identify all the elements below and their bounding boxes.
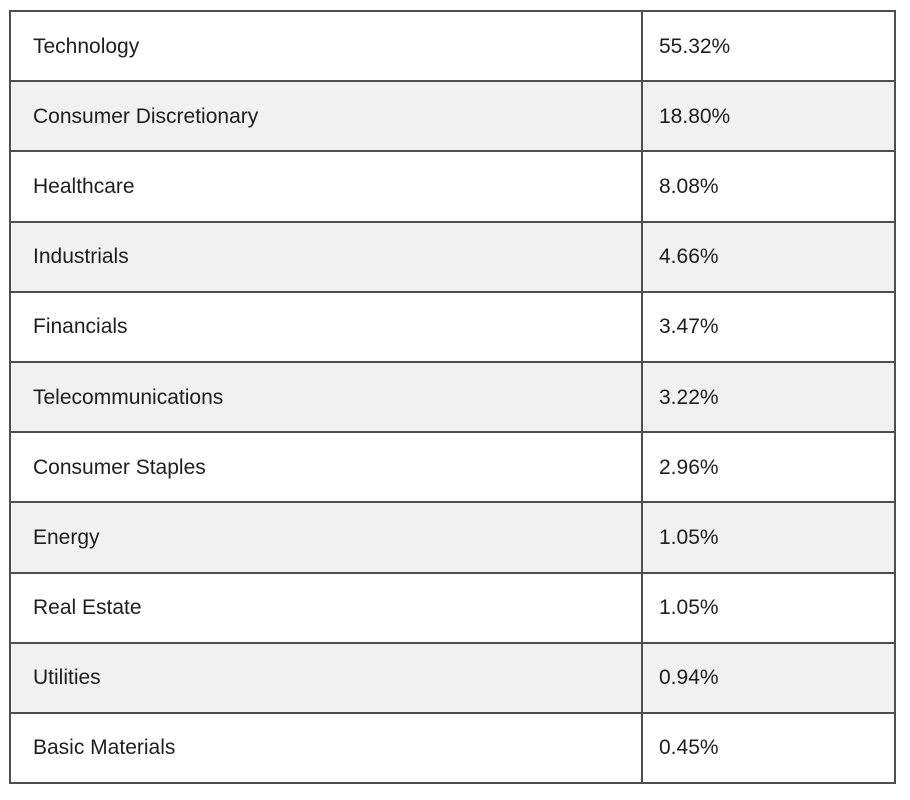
weight-value-cell: 3.47% bbox=[659, 315, 719, 339]
table-row: Real Estate 1.05% bbox=[11, 573, 894, 644]
weight-value-cell: 8.08% bbox=[659, 174, 719, 198]
table-row: Industrials 4.66% bbox=[11, 222, 894, 293]
sector-name-cell: Real Estate bbox=[11, 573, 643, 642]
sector-name-cell: Utilities bbox=[11, 643, 643, 712]
weight-value-cell: 1.05% bbox=[659, 596, 719, 620]
table-row: Utilities 0.94% bbox=[11, 643, 894, 714]
sector-name-cell: Basic Materials bbox=[11, 713, 643, 783]
sector-name-cell: Financials bbox=[11, 292, 643, 361]
table-row: Technology 55.32% bbox=[11, 12, 894, 83]
weight-value-cell: 2.96% bbox=[659, 455, 719, 479]
table-row: Financials 3.47% bbox=[11, 292, 894, 363]
sector-name-cell: Consumer Staples bbox=[11, 433, 643, 502]
weight-value-cell: 3.22% bbox=[659, 385, 719, 409]
table-row: Energy 1.05% bbox=[11, 503, 894, 574]
table-row: Healthcare 8.08% bbox=[11, 152, 894, 223]
weight-value-cell: 0.94% bbox=[659, 666, 719, 690]
sector-name-cell: Energy bbox=[11, 503, 643, 572]
weight-value-cell: 18.80% bbox=[659, 104, 731, 128]
sector-allocation-table: Technology 55.32% Consumer Discretionary… bbox=[9, 10, 896, 784]
sector-name-cell: Consumer Discretionary bbox=[11, 82, 643, 151]
table-row: Basic Materials 0.45% bbox=[11, 713, 894, 783]
weight-value-cell: 0.45% bbox=[659, 736, 719, 760]
weight-value-cell: 4.66% bbox=[659, 245, 719, 269]
sector-name-cell: Healthcare bbox=[11, 152, 643, 221]
weight-value-cell: 55.32% bbox=[659, 34, 731, 58]
sector-name-cell: Telecommunications bbox=[11, 362, 643, 432]
table-row: Telecommunications 3.22% bbox=[11, 362, 894, 434]
table-row: Consumer Staples 2.96% bbox=[11, 433, 894, 504]
weight-value-cell: 1.05% bbox=[659, 525, 719, 549]
table-row: Consumer Discretionary 18.80% bbox=[11, 82, 894, 153]
sector-name-cell: Industrials bbox=[11, 222, 643, 291]
sector-name-cell: Technology bbox=[11, 12, 643, 81]
